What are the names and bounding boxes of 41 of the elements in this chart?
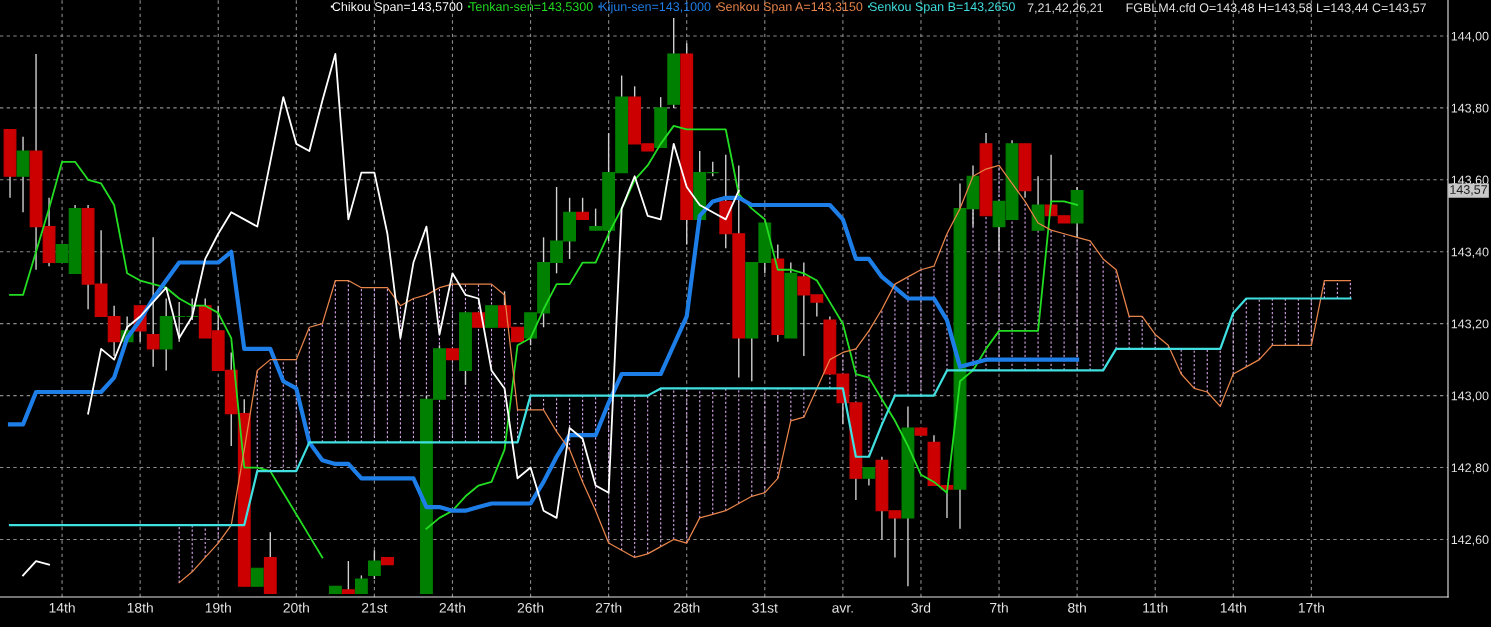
x-tick-label: 24th bbox=[439, 602, 466, 613]
candlestick bbox=[576, 197, 590, 221]
candlestick bbox=[367, 549, 381, 580]
x-tick-label: 3rd bbox=[911, 602, 931, 613]
x-tick-label: 19th bbox=[205, 602, 231, 613]
line-series bbox=[7, 195, 1080, 513]
y-tick-label: 143,00 bbox=[1451, 391, 1489, 402]
x-tick-label: 8th bbox=[1068, 602, 1086, 613]
x-tick-label: 11th bbox=[1143, 602, 1168, 613]
y-tick-label: 144,00 bbox=[1451, 31, 1489, 43]
candlestick bbox=[485, 304, 498, 328]
annotation: 7,21,42,26,21 bbox=[1027, 3, 1103, 14]
x-tick-label: 14th bbox=[49, 602, 75, 613]
x-tick-label: 27th bbox=[595, 602, 622, 613]
legend-label: Kijun-sen=143,1000 bbox=[600, 1, 711, 14]
x-tick-label: 21st bbox=[361, 602, 388, 613]
x-tick-label: 20th bbox=[283, 602, 309, 613]
x-tick-label: 28th bbox=[673, 602, 700, 613]
x-tick-label: avr. bbox=[832, 605, 853, 613]
x-tick-label: 18th bbox=[127, 602, 153, 613]
y-tick-label: 143,40 bbox=[1451, 247, 1489, 258]
legend-label: Chikou Span=143,5700 bbox=[332, 1, 463, 14]
y-tick-label: 143,20 bbox=[1451, 319, 1489, 330]
y-tick-label: 142,60 bbox=[1451, 535, 1489, 546]
y-tick-label: 142,80 bbox=[1451, 463, 1489, 474]
line-series bbox=[178, 164, 1352, 584]
x-tick-label: 26th bbox=[517, 602, 544, 613]
y-tick-label: 143,80 bbox=[1451, 103, 1489, 115]
y-tick-label: 143,60 bbox=[1451, 175, 1489, 186]
x-tick-label: 7th bbox=[990, 602, 1008, 613]
x-tick-label: 31st bbox=[752, 602, 778, 613]
candlestick bbox=[146, 236, 160, 368]
x-tick-label: 17th bbox=[1298, 602, 1324, 613]
legend-label: Tenkan-sen=143,5300 bbox=[469, 1, 593, 13]
candlestick bbox=[341, 560, 355, 595]
x-tick-label: 14th bbox=[1220, 602, 1246, 613]
annotation: FGBLM4.cfd O=143,48 H=143,58 L=143,44 C=143,57 bbox=[1126, 3, 1426, 14]
annotation: 143,57 bbox=[1450, 185, 1487, 196]
line-series bbox=[8, 297, 1352, 527]
legend-label: Senkou Span B=143,2650 bbox=[869, 1, 1015, 14]
legend-label: Senkou Span A=143,3150 bbox=[717, 1, 863, 14]
